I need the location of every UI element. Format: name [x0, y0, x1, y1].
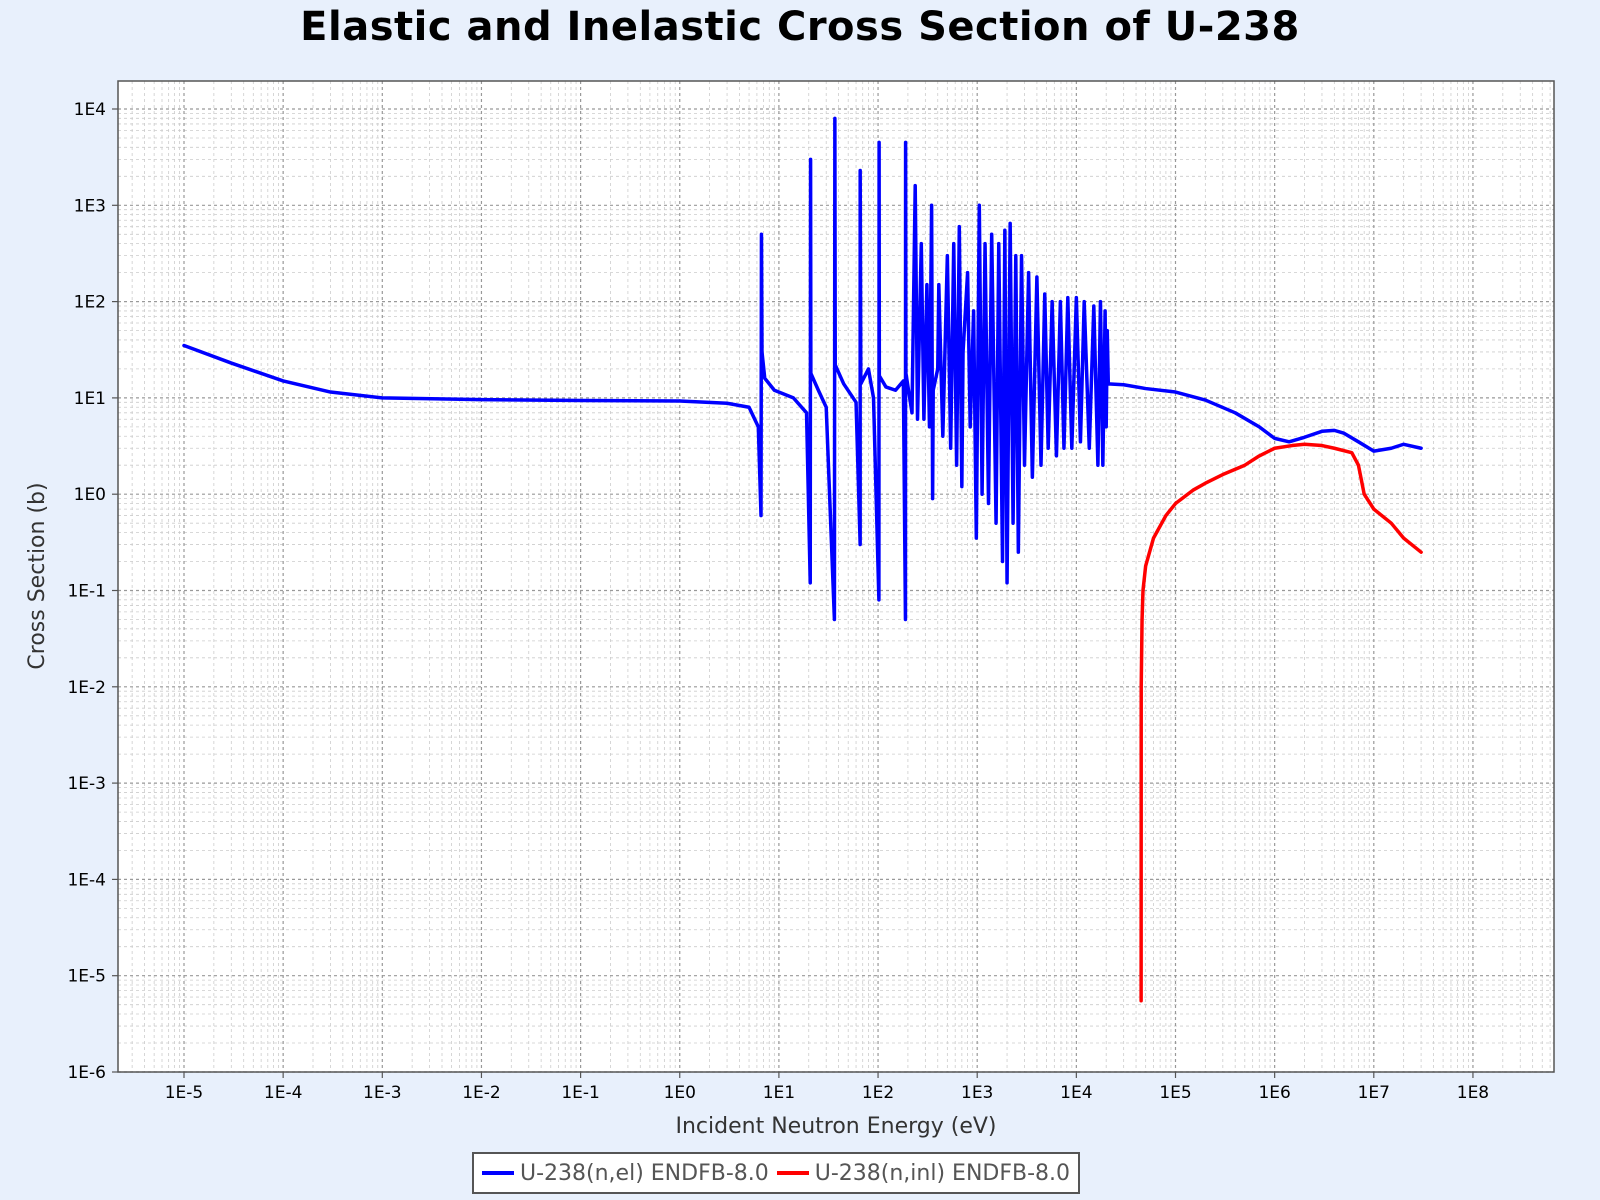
- y-tick-label: 1E4: [74, 100, 106, 120]
- legend-label-elastic: U-238(n,el) ENDFB-8.0: [520, 1160, 769, 1186]
- x-tick-label: 1E-5: [165, 1083, 204, 1103]
- x-tick-label: 1E2: [862, 1083, 894, 1103]
- series-line-elastic: [182, 116, 1423, 622]
- x-tick-label: 1E6: [1258, 1083, 1290, 1103]
- x-tick-label: 1E1: [763, 1083, 795, 1103]
- x-tick-label: 1E-2: [462, 1083, 501, 1103]
- y-tick-label: 1E-3: [67, 774, 106, 794]
- y-tick-label: 1E0: [74, 485, 106, 505]
- plot-border: [117, 80, 1555, 1073]
- y-tick-label: 1E-1: [67, 582, 106, 602]
- y-tick-label: 1E2: [74, 293, 106, 313]
- minor-grid: [118, 81, 1554, 1072]
- legend-swatch-elastic: [482, 1171, 514, 1175]
- legend-swatch-inelastic: [776, 1171, 809, 1175]
- x-tick-label: 1E7: [1358, 1083, 1390, 1103]
- y-tick-label: 1E-5: [67, 967, 106, 987]
- legend-item-elastic: U-238(n,el) ENDFB-8.0: [482, 1161, 769, 1186]
- x-tick-labels: 1E-5 1E-4 1E-3 1E-2 1E-1 1E0 1E1 1E2 1E3 1E4 1E5 1E…: [165, 1072, 1489, 1103]
- x-tick-label: 1E-4: [264, 1083, 303, 1103]
- x-tick-label: 1E3: [961, 1083, 993, 1103]
- x-tick-label: 1E-1: [561, 1083, 600, 1103]
- series-layer: [182, 116, 1423, 1003]
- y-tick-label: 1E-4: [67, 870, 106, 890]
- x-axis-label: Incident Neutron Energy (eV): [676, 1114, 997, 1139]
- legend-item-inelastic: U-238(n,inl) ENDFB-8.0: [776, 1160, 1071, 1186]
- legend-label-inelastic: U-238(n,inl) ENDFB-8.0: [814, 1160, 1071, 1186]
- y-tick-label: 1E-2: [67, 678, 106, 698]
- y-tick-label: 1E3: [74, 196, 106, 216]
- x-tick-label: 1E4: [1060, 1083, 1092, 1103]
- y-tick-label: 1E1: [74, 389, 106, 409]
- y-tick-labels: 1E-6 1E-5 1E-4 1E-3 1E-2 1E-1 1E0 1E1 1E2 1E3 1E4: [67, 100, 118, 1083]
- x-tick-label: 1E-3: [363, 1083, 402, 1103]
- chart-title: Elastic and Inelastic Cross Section of U…: [300, 4, 1300, 50]
- y-tick-label: 1E-6: [67, 1063, 106, 1083]
- y-axis-label: Cross Section (b): [25, 482, 50, 669]
- x-tick-label: 1E5: [1159, 1083, 1191, 1103]
- legend: U-238(n,el) ENDFB-8.0 U-238(n,inl) ENDFB…: [472, 1152, 1081, 1194]
- x-tick-label: 1E8: [1457, 1083, 1489, 1103]
- series-line-inelastic: [1139, 442, 1423, 1003]
- x-tick-label: 1E0: [664, 1083, 696, 1103]
